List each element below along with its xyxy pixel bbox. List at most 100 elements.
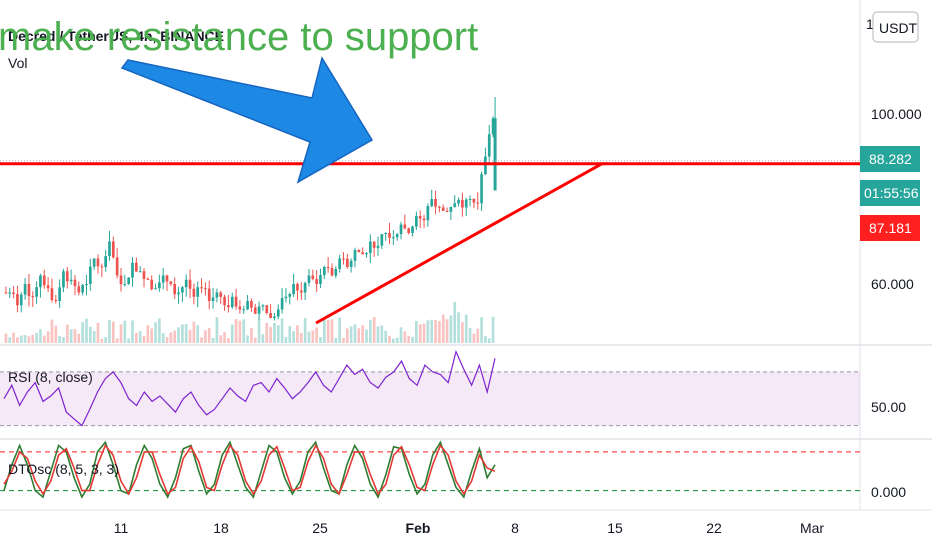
candle-body: [357, 250, 361, 253]
volume-bar: [361, 325, 365, 343]
candle-body: [23, 284, 27, 295]
volume-bar: [204, 330, 207, 343]
volume-bar: [407, 335, 411, 343]
candle-body: [65, 271, 69, 282]
candle-body: [326, 267, 330, 269]
candle-body: [35, 287, 38, 297]
candle-body: [449, 206, 453, 212]
volume-bar: [269, 327, 272, 343]
candle-body: [111, 241, 115, 258]
candle-body: [322, 267, 326, 276]
volume-bar: [438, 321, 441, 343]
volume-bar: [461, 322, 464, 343]
volume-bar: [65, 324, 69, 343]
candle-body: [196, 287, 200, 297]
candle-body: [330, 268, 334, 276]
candle-body: [192, 288, 196, 297]
rsi-pane[interactable]: [0, 349, 860, 427]
volume-bar: [69, 329, 73, 343]
annotation-text[interactable]: make resistance to support: [0, 15, 478, 59]
volume-bar: [58, 336, 61, 343]
candle-body: [119, 275, 123, 285]
volume-bar: [330, 319, 334, 343]
volume-bar: [376, 326, 380, 343]
time-tick: 18: [213, 520, 229, 536]
volume-bar: [50, 319, 54, 343]
volume-bar: [319, 337, 322, 343]
candle-body: [227, 305, 230, 308]
candle-body: [311, 275, 315, 280]
price-tick-60: 60.000: [871, 276, 914, 292]
volume-bar: [468, 328, 472, 343]
candle-body: [476, 202, 480, 204]
price-tag-last-label: 88.282: [869, 151, 912, 167]
candle-body: [273, 316, 276, 318]
candle-body: [161, 275, 165, 283]
volume-bar: [230, 324, 234, 343]
candle-body: [4, 292, 8, 294]
candle-body: [96, 258, 100, 267]
volume-bar: [441, 314, 445, 343]
candle-body: [8, 292, 12, 294]
volume-bar: [453, 301, 457, 343]
rsi-line: [3, 349, 496, 427]
volume-bar: [161, 333, 165, 343]
price-pane[interactable]: [0, 97, 860, 343]
volume-bar: [257, 319, 261, 343]
volume-bar: [165, 337, 169, 343]
volume-bar: [261, 334, 265, 343]
time-axis[interactable]: 11 18 25 Feb 8 15 22 Mar: [114, 520, 825, 536]
candle-body: [134, 262, 138, 272]
volume-bar: [342, 337, 345, 343]
volume-bar: [73, 329, 77, 343]
candle-body: [388, 233, 391, 238]
candle-body: [230, 296, 234, 308]
volume-bar: [92, 331, 96, 343]
candle-body: [292, 284, 295, 295]
candle-body: [27, 284, 31, 297]
volume-bar: [108, 319, 111, 343]
candle-body: [146, 278, 150, 280]
candle-body: [77, 286, 81, 293]
candle-body: [445, 210, 449, 212]
volume-bar: [219, 335, 223, 343]
candle-body: [42, 275, 46, 286]
price-tick-top-partial: 1: [866, 16, 874, 32]
candle-body: [173, 284, 177, 295]
volume-bar: [85, 318, 88, 343]
candle-body: [92, 258, 96, 267]
candle-body: [207, 288, 211, 301]
candle-body: [430, 199, 434, 207]
volume-bar: [434, 320, 437, 343]
dtosc-pane[interactable]: [0, 440, 860, 499]
candle-body: [54, 299, 58, 301]
candle-body: [265, 305, 269, 314]
candle-body: [184, 279, 188, 288]
time-tick: Mar: [800, 520, 824, 536]
volume-bar: [315, 327, 318, 343]
volume-bar: [422, 323, 426, 343]
candle-body: [211, 297, 215, 301]
volume-bar: [292, 331, 295, 343]
volume-bar: [215, 317, 219, 343]
volume-bar: [365, 329, 368, 343]
candle-body: [200, 287, 203, 289]
volume-bar: [372, 317, 376, 343]
candle-body: [150, 279, 154, 290]
candle-body: [392, 237, 395, 239]
volume-bar: [392, 338, 395, 343]
currency-badge[interactable]: USDT: [872, 11, 919, 43]
volume-bar: [23, 335, 27, 343]
volume-bar: [380, 325, 384, 343]
candle-body: [280, 298, 284, 310]
candle-body: [50, 288, 54, 300]
volume-bar: [192, 321, 196, 343]
candle-body: [453, 203, 457, 207]
volume-bar: [238, 320, 242, 343]
annotation-arrow[interactable]: [120, 56, 374, 184]
volume-bar: [399, 327, 403, 343]
volume-bar: [246, 335, 249, 343]
time-tick: 8: [511, 520, 519, 536]
volume-bar: [4, 333, 8, 343]
